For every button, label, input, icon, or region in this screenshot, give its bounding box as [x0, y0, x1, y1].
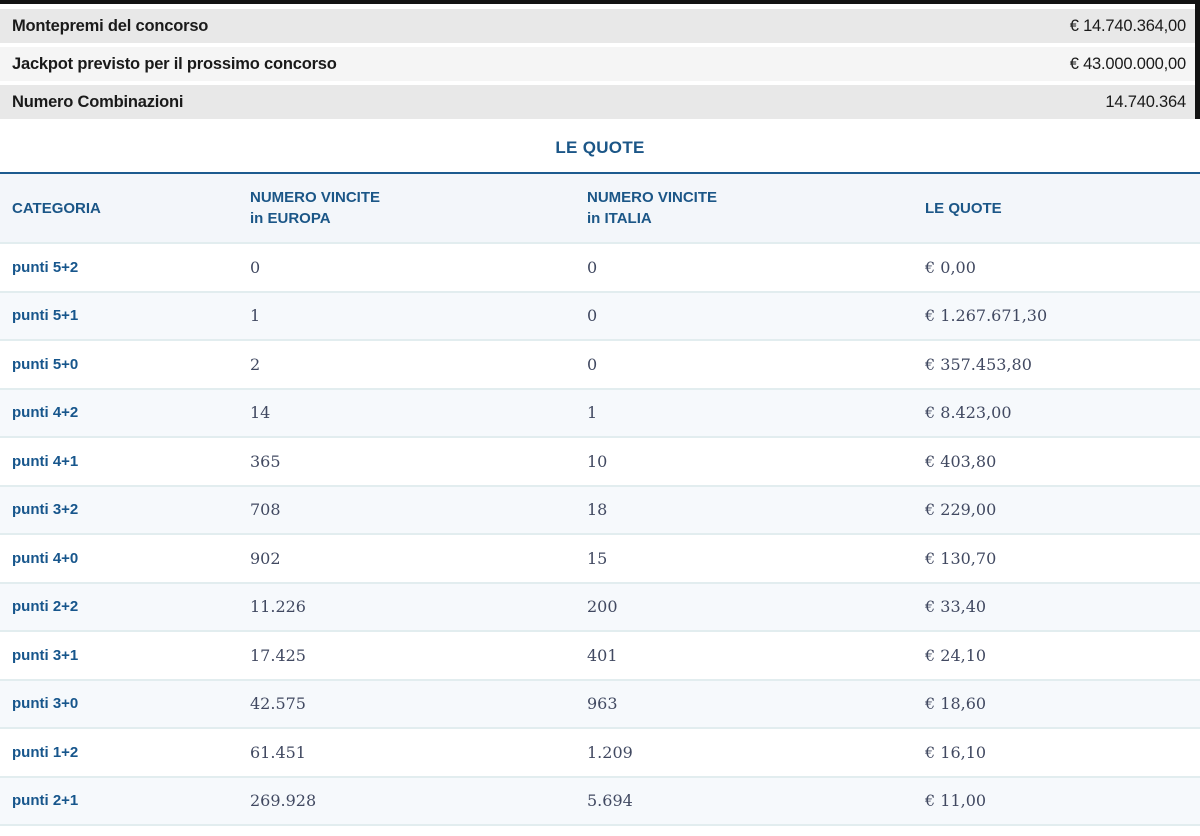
col-header-vincite-italia-line2: in ITALIA — [587, 210, 652, 227]
col-header-vincite-italia: NUMERO VINCITE in ITALIA — [587, 187, 925, 229]
categoria-cell: punti 3+1 — [12, 646, 79, 664]
vincite-italia-cell: 0 — [587, 354, 598, 374]
table-row: punti 3+1 17.425 401 € 24,10 — [0, 630, 1200, 679]
table-row: punti 4+2 14 1 € 8.423,00 — [0, 387, 1200, 436]
table-row: punti 4+0 902 15 € 130,70 — [0, 533, 1200, 582]
table-row: punti 5+2 0 0 € 0,00 — [0, 242, 1200, 291]
vincite-italia-cell: 1.209 — [587, 742, 633, 762]
quota-cell: € 0,00 — [925, 257, 976, 277]
vincite-europa-cell: 269.928 — [250, 791, 317, 811]
table-row: punti 3+2 708 18 € 229,00 — [0, 484, 1200, 533]
vincite-italia-cell: 15 — [587, 548, 608, 568]
table-row: punti 1+2 61.451 1.209 € 16,10 — [0, 727, 1200, 776]
vincite-europa-cell: 365 — [250, 451, 281, 471]
quota-cell: € 18,60 — [925, 694, 987, 714]
quota-cell: € 24,10 — [925, 645, 987, 665]
summary-row-montepremi: Montepremi del concorso € 14.740.364,00 — [0, 9, 1200, 43]
vincite-italia-cell: 200 — [587, 597, 618, 617]
categoria-cell: punti 4+1 — [12, 452, 79, 470]
vincite-europa-cell: 61.451 — [250, 742, 306, 762]
vincite-europa-cell: 2 — [250, 354, 261, 374]
top-edge-bar — [0, 0, 1200, 4]
vincite-italia-cell: 10 — [587, 451, 608, 471]
table-row: punti 4+1 365 10 € 403,80 — [0, 436, 1200, 485]
table-body: punti 5+2 0 0 € 0,00 punti 5+1 1 0 € 1.267.671,… — [0, 242, 1200, 824]
vincite-italia-cell: 0 — [587, 257, 598, 277]
col-header-vincite-europa-line1: NUMERO VINCITE — [250, 189, 381, 206]
quota-cell: € 16,10 — [925, 742, 987, 762]
combinazioni-label: Numero Combinazioni — [12, 92, 184, 111]
categoria-cell: punti 3+2 — [12, 501, 79, 519]
summary-row-jackpot: Jackpot previsto per il prossimo concors… — [0, 47, 1200, 81]
col-header-quote: LE QUOTE — [925, 199, 1002, 217]
quota-cell: € 403,80 — [925, 451, 997, 471]
categoria-cell: punti 2+2 — [12, 598, 79, 616]
montepremi-value: € 14.740.364,00 — [1069, 16, 1186, 35]
table-row: punti 3+0 42.575 963 € 18,60 — [0, 678, 1200, 727]
summary-section: Montepremi del concorso € 14.740.364,00 … — [0, 0, 1200, 119]
vincite-italia-cell: 0 — [587, 306, 598, 326]
vincite-italia-cell: 1 — [587, 403, 598, 423]
col-header-vincite-europa-line2: in EUROPA — [250, 210, 331, 227]
combinazioni-value: 14.740.364 — [1105, 92, 1186, 111]
categoria-cell: punti 5+2 — [12, 258, 79, 276]
col-header-categoria: CATEGORIA — [12, 199, 101, 217]
quota-cell: € 130,70 — [925, 548, 997, 568]
categoria-cell: punti 4+2 — [12, 404, 79, 422]
categoria-cell: punti 3+0 — [12, 695, 79, 713]
montepremi-label: Montepremi del concorso — [12, 16, 209, 35]
categoria-cell: punti 5+1 — [12, 307, 79, 325]
quota-cell: € 357.453,80 — [925, 354, 1032, 374]
categoria-cell: punti 1+2 — [12, 743, 79, 761]
vincite-italia-cell: 18 — [587, 500, 608, 520]
vincite-europa-cell: 17.425 — [250, 645, 306, 665]
jackpot-label: Jackpot previsto per il prossimo concors… — [12, 54, 337, 73]
quote-table: CATEGORIA NUMERO VINCITE in EUROPA NUMER… — [0, 172, 1200, 836]
quota-cell: € 33,40 — [925, 597, 987, 617]
vincite-europa-cell: 0 — [250, 257, 261, 277]
summary-row-combinazioni: Numero Combinazioni 14.740.364 — [0, 85, 1200, 119]
col-header-vincite-europa: NUMERO VINCITE in EUROPA — [250, 187, 587, 229]
categoria-cell: punti 2+1 — [12, 792, 79, 810]
col-header-vincite-italia-line1: NUMERO VINCITE — [587, 189, 718, 206]
vincite-europa-cell: 708 — [250, 500, 281, 520]
vincite-italia-cell: 5.694 — [587, 791, 633, 811]
quota-cell: € 8.423,00 — [925, 403, 1012, 423]
categoria-cell: punti 4+0 — [12, 549, 79, 567]
quote-section-title: LE QUOTE — [555, 137, 645, 157]
table-row: punti 5+1 1 0 € 1.267.671,30 — [0, 290, 1200, 339]
table-row: punti 2+1 269.928 5.694 € 11,00 — [0, 775, 1200, 824]
quota-cell: € 11,00 — [925, 791, 987, 811]
quota-cell: € 229,00 — [925, 500, 997, 520]
jackpot-value: € 43.000.000,00 — [1069, 54, 1186, 73]
vincite-italia-cell: 963 — [587, 694, 618, 714]
vincite-europa-cell: 1 — [250, 306, 261, 326]
table-row: punti 5+0 2 0 € 357.453,80 — [0, 339, 1200, 388]
right-edge-bar — [1195, 0, 1200, 119]
vincite-europa-cell: 11.226 — [250, 597, 306, 617]
partial-next-row — [0, 824, 1200, 836]
quota-cell: € 1.267.671,30 — [925, 306, 1048, 326]
vincite-europa-cell: 14 — [250, 403, 271, 423]
table-row: punti 2+2 11.226 200 € 33,40 — [0, 581, 1200, 630]
vincite-europa-cell: 42.575 — [250, 694, 306, 714]
vincite-italia-cell: 401 — [587, 645, 618, 665]
table-header-row: CATEGORIA NUMERO VINCITE in EUROPA NUMER… — [0, 174, 1200, 242]
categoria-cell: punti 5+0 — [12, 355, 79, 373]
vincite-europa-cell: 902 — [250, 548, 281, 568]
